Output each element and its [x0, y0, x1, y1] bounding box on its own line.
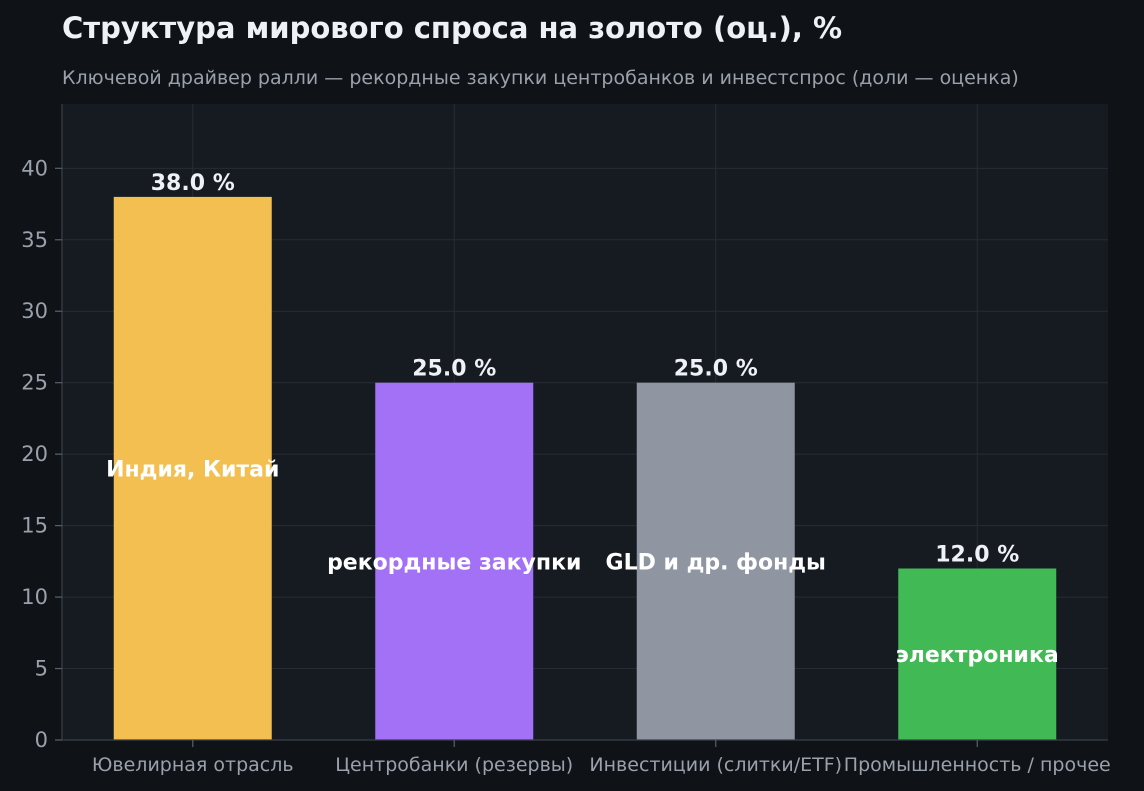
value-label: 12.0 %	[935, 542, 1019, 567]
y-tick-label: 15	[21, 514, 48, 538]
x-tick-label: Ювелирная отрасль	[92, 754, 294, 776]
labels: 38.0 % Индия, Китай Ювелирная отрасль 25.0 …	[92, 171, 1111, 776]
y-tick-label: 35	[21, 228, 48, 252]
bar-annotation: рекордные закупки	[327, 550, 581, 575]
bar	[636, 382, 795, 740]
bar	[375, 382, 534, 740]
bar	[898, 568, 1057, 740]
y-tick-label: 20	[21, 442, 48, 466]
bar-annotation: электроника	[896, 643, 1059, 668]
value-label: 25.0 %	[412, 357, 496, 382]
value-label: 25.0 %	[674, 357, 758, 382]
x-tick-label: Центробанки (резервы)	[335, 754, 573, 776]
ticks: 0 5 10 15 20 25 30 35 40	[21, 156, 978, 752]
bars	[113, 196, 1057, 741]
bar-annotation: Индия, Китай	[106, 457, 279, 482]
y-tick-label: 10	[21, 585, 48, 609]
x-tick-label: Инвестиции (слитки/ETF)	[589, 754, 842, 776]
bar	[113, 196, 272, 741]
bar-annotation: GLD и др. фонды	[606, 550, 826, 575]
y-tick-label: 5	[35, 657, 48, 681]
value-label: 38.0 %	[151, 171, 235, 196]
y-tick-label: 0	[35, 728, 48, 752]
chart-title: Структура мирового спроса на золото (оц.…	[62, 11, 842, 45]
y-tick-label: 25	[21, 371, 48, 395]
x-tick-label: Промышленность / прочее	[844, 754, 1111, 776]
y-tick-label: 40	[21, 156, 48, 180]
chart-subtitle: Ключевой драйвер ралли — рекордные закуп…	[62, 67, 1019, 89]
y-tick-label: 30	[21, 299, 48, 323]
